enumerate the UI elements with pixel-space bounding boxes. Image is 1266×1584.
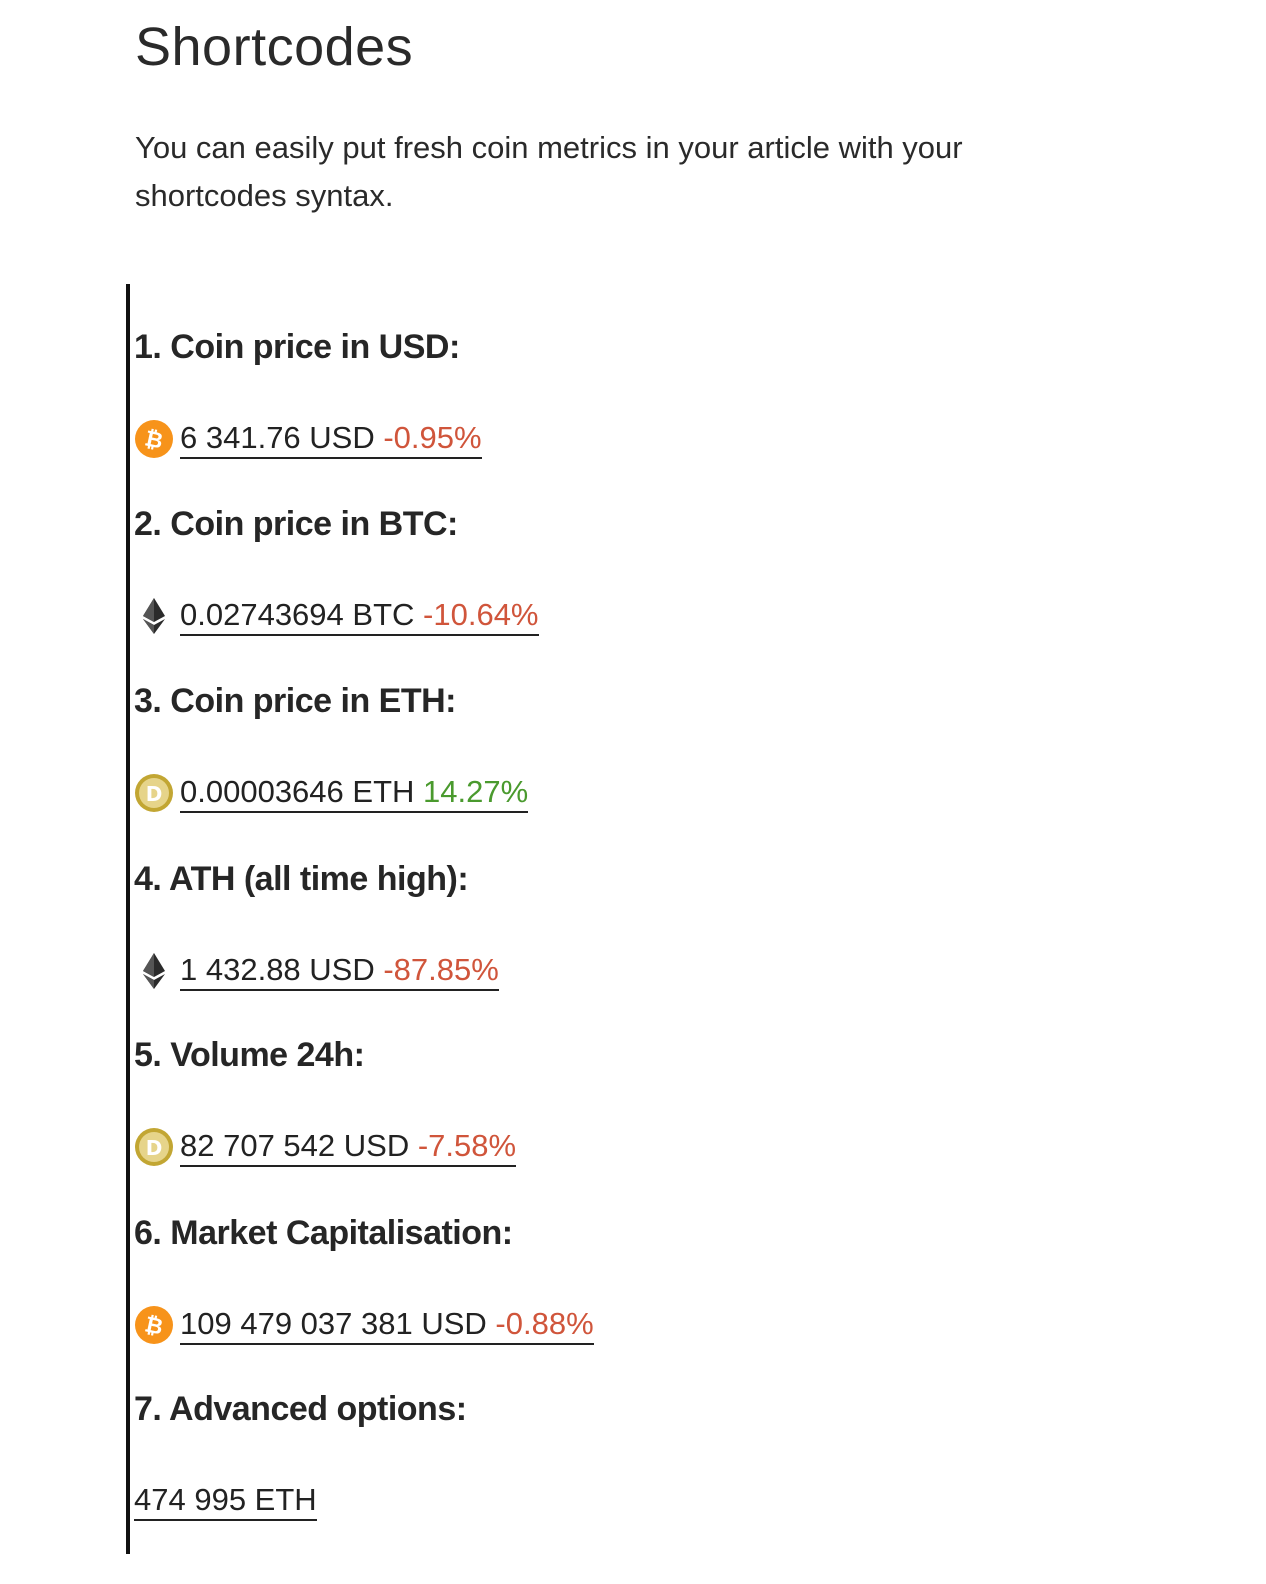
- section-heading: 1. Coin price in USD:: [134, 328, 460, 366]
- section-volume-24h: 5. Volume 24h: D 82 707 542 USD -7.58%: [134, 1030, 1124, 1167]
- section-coin-price-eth: 3. Coin price in ETH: D 0.00003646 ETH 1…: [134, 676, 1124, 813]
- metric-change: -10.64%: [423, 597, 539, 632]
- ethereum-icon: [143, 953, 165, 989]
- metric-line: D 82 707 542 USD -7.58%: [134, 1126, 517, 1168]
- metric-line: ₿ 109 479 037 381 USD -0.88%: [134, 1304, 594, 1346]
- coin-price-eth-link[interactable]: 0.00003646 ETH 14.27%: [180, 773, 529, 813]
- metric-change: -87.85%: [383, 952, 499, 987]
- section-heading: 3. Coin price in ETH:: [134, 682, 456, 720]
- advanced-options-link[interactable]: 474 995 ETH: [134, 1481, 317, 1521]
- section-heading: 5. Volume 24h:: [134, 1036, 365, 1074]
- section-market-cap: 6. Market Capitalisation: ₿ 109 479 037 …: [134, 1208, 1124, 1345]
- svg-text:D: D: [146, 782, 163, 806]
- metric-line: ₿ 6 341.76 USD -0.95%: [134, 418, 482, 460]
- market-cap-link[interactable]: 109 479 037 381 USD -0.88%: [180, 1305, 594, 1345]
- coin-price-usd-link[interactable]: 6 341.76 USD -0.95%: [180, 419, 482, 459]
- metric-value: 82 707 542 USD: [180, 1128, 410, 1163]
- metric-value: 1 432.88 USD: [180, 952, 375, 987]
- metric-line: 1 432.88 USD -87.85%: [134, 950, 499, 992]
- metric-value: 109 479 037 381 USD: [180, 1306, 487, 1341]
- bitcoin-icon: ₿: [135, 1306, 173, 1344]
- metric-change: -0.95%: [383, 420, 482, 455]
- svg-text:D: D: [146, 1136, 163, 1160]
- volume-24h-link[interactable]: 82 707 542 USD -7.58%: [180, 1127, 517, 1167]
- metric-change: -7.58%: [417, 1128, 517, 1163]
- metric-value: 6 341.76 USD: [180, 420, 375, 455]
- dogecoin-icon: D: [135, 774, 173, 812]
- ethereum-icon: [143, 598, 165, 634]
- section-coin-price-btc: 2. Coin price in BTC: 0.02743694 BTC -10…: [134, 499, 1124, 636]
- svg-text:₿: ₿: [142, 1312, 165, 1340]
- svg-text:₿: ₿: [142, 426, 165, 454]
- metric-line: 474 995 ETH: [134, 1480, 317, 1522]
- intro-paragraph: You can easily put fresh coin metrics in…: [135, 130, 963, 213]
- metric-value: 0.02743694 BTC: [180, 597, 415, 632]
- section-heading: 6. Market Capitalisation:: [134, 1214, 513, 1252]
- shortcodes-blockquote: 1. Coin price in USD: ₿ 6 341.76 USD -0.…: [126, 284, 1130, 1554]
- section-heading: 7. Advanced options:: [134, 1390, 467, 1428]
- section-heading: 4. ATH (all time high):: [134, 860, 469, 898]
- metric-value: 474 995 ETH: [134, 1482, 317, 1517]
- section-heading: 2. Coin price in BTC:: [134, 505, 458, 543]
- coin-price-btc-link[interactable]: 0.02743694 BTC -10.64%: [180, 596, 539, 636]
- metric-line: 0.02743694 BTC -10.64%: [134, 595, 539, 637]
- metric-value: 0.00003646 ETH: [180, 774, 415, 809]
- metric-change: 14.27%: [423, 774, 529, 809]
- section-ath: 4. ATH (all time high): 1 432.88 USD -87…: [134, 854, 1124, 991]
- ath-link[interactable]: 1 432.88 USD -87.85%: [180, 951, 499, 991]
- dogecoin-icon: D: [135, 1128, 173, 1166]
- metric-change: -0.88%: [495, 1306, 594, 1341]
- metric-line: D 0.00003646 ETH 14.27%: [134, 772, 529, 814]
- bitcoin-icon: ₿: [135, 420, 173, 458]
- section-advanced-options: 7. Advanced options: 474 995 ETH: [134, 1384, 1124, 1521]
- section-coin-price-usd: 1. Coin price in USD: ₿ 6 341.76 USD -0.…: [134, 322, 1124, 459]
- page-title: Shortcodes: [135, 17, 414, 77]
